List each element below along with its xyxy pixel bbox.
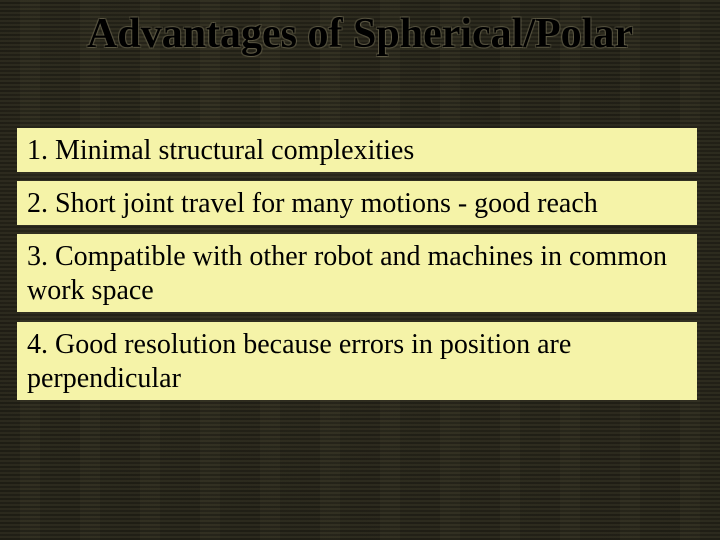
bullet-text-2: 2. Short joint travel for many motions -… xyxy=(27,188,598,219)
bullet-box-4: 4. Good resolution because errors in pos… xyxy=(17,322,697,400)
bullet-box-1: 1. Minimal structural complexities xyxy=(17,128,697,172)
bullet-box-2: 2. Short joint travel for many motions -… xyxy=(17,181,697,225)
bullet-text-4: 4. Good resolution because errors in pos… xyxy=(27,329,571,394)
bullet-box-3: 3. Compatible with other robot and machi… xyxy=(17,234,697,312)
bullet-text-3: 3. Compatible with other robot and machi… xyxy=(27,241,667,306)
bullet-text-1: 1. Minimal structural complexities xyxy=(27,135,414,166)
slide-title: Advantages of Spherical/Polar xyxy=(0,10,720,58)
